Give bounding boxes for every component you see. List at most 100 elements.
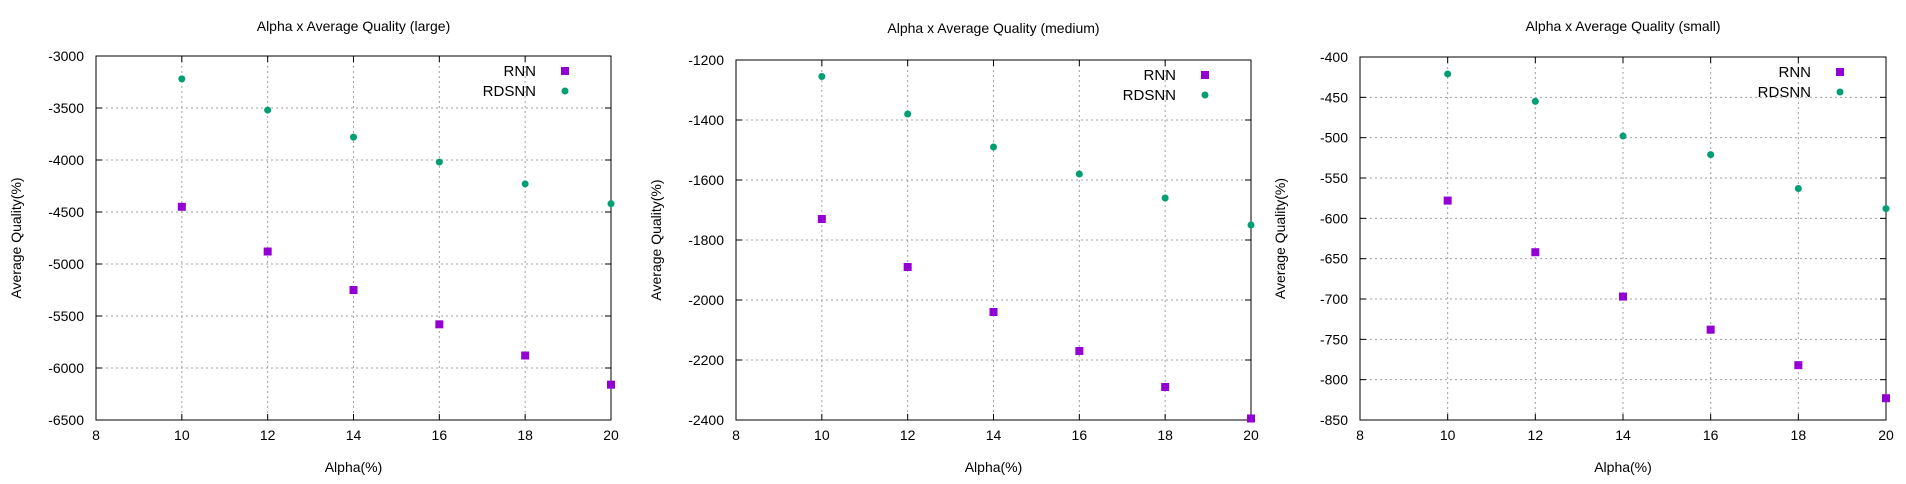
- rnn-point: [177, 202, 186, 211]
- rnn-point: [1619, 292, 1627, 301]
- x-tick-label: 14: [346, 427, 362, 443]
- x-axis-label: Alpha(%): [1594, 459, 1652, 475]
- legend-marker-rdsnn: [1836, 88, 1844, 96]
- rdsnn-point: [990, 143, 997, 151]
- x-tick-label: 20: [603, 427, 619, 443]
- y-axis-label: Average Quality(%): [1272, 178, 1288, 299]
- x-tick-label: 18: [1157, 427, 1173, 443]
- chart-title: Alpha x Average Quality (small): [1525, 18, 1720, 34]
- rnn-point: [903, 263, 912, 271]
- x-tick-label: 8: [732, 427, 740, 443]
- y-axis-label: Average Quality(%): [648, 179, 664, 300]
- y-tick-label: -4000: [48, 152, 84, 168]
- rnn-point: [349, 286, 358, 294]
- y-tick-label: -4500: [48, 204, 84, 220]
- rdsnn-point: [818, 73, 826, 80]
- y-tick-label: -450: [1320, 89, 1348, 105]
- x-tick-label: 18: [1791, 427, 1807, 443]
- x-tick-label: 20: [1243, 427, 1259, 443]
- rnn-point: [1531, 248, 1540, 257]
- rnn-point: [1882, 394, 1890, 403]
- rdsnn-point: [350, 133, 357, 141]
- chart-title: Alpha x Average Quality (large): [257, 18, 451, 34]
- y-tick-label: -2400: [688, 412, 724, 428]
- y-tick-label: -5500: [48, 308, 84, 324]
- y-tick-label: -2200: [688, 352, 724, 368]
- legend-label: RDSNN: [1123, 87, 1176, 104]
- x-tick-label: 14: [986, 427, 1002, 443]
- x-tick-label: 10: [814, 427, 830, 443]
- rnn-point: [1706, 325, 1715, 334]
- y-tick-label: -650: [1320, 251, 1348, 267]
- y-tick-label: -1200: [688, 52, 724, 68]
- rdsnn-point: [1531, 97, 1539, 105]
- legend-label: RNN: [1779, 64, 1812, 81]
- y-tick-label: -400: [1320, 49, 1348, 65]
- y-tick-label: -2000: [688, 292, 724, 308]
- y-tick-label: -5000: [48, 256, 84, 272]
- rnn-point: [1247, 414, 1255, 423]
- y-tick-label: -6500: [48, 412, 84, 428]
- legend-label: RDSNN: [1758, 84, 1811, 101]
- y-tick-label: -6000: [48, 360, 84, 376]
- y-tick-label: -700: [1320, 291, 1348, 307]
- legend-marker-rnn: [561, 67, 569, 75]
- legend-label: RDSNN: [483, 83, 536, 100]
- x-tick-label: 12: [900, 427, 916, 443]
- rdsnn-point: [1161, 194, 1169, 202]
- rdsnn-point: [1882, 205, 1890, 213]
- y-tick-label: -850: [1320, 412, 1348, 428]
- legend-marker-rnn: [1836, 68, 1844, 76]
- y-tick-label: -550: [1320, 170, 1348, 186]
- legend-label: RNN: [1144, 67, 1177, 84]
- y-axis-label: Average Quality(%): [8, 177, 24, 298]
- legend-marker-rdsnn: [561, 87, 569, 95]
- chart-panel-3: Alpha x Average Quality (small) 8 10 12 14 16…: [1272, 18, 1894, 475]
- y-tick-label: -1400: [688, 112, 724, 128]
- legend-marker-rdsnn: [1201, 91, 1209, 99]
- chart-panel-1: Alpha x Average Quality (large) 8 10 12 14 16…: [8, 18, 619, 475]
- x-tick-label: 10: [174, 427, 190, 443]
- y-tick-label: -1800: [688, 232, 724, 248]
- chart-panel-2: Alpha x Average Quality (medium) 8 10 12 14 1…: [648, 20, 1259, 475]
- y-tick-label: -3000: [48, 48, 84, 64]
- rdsnn-point: [1444, 70, 1452, 78]
- y-tick-label: -1600: [688, 172, 724, 188]
- y-tick-label: -750: [1320, 331, 1348, 347]
- legend-label: RNN: [504, 63, 537, 80]
- x-axis-label: Alpha(%): [965, 459, 1023, 475]
- x-tick-label: 16: [1072, 427, 1088, 443]
- rdsnn-point: [435, 158, 443, 166]
- x-tick-label: 20: [1878, 427, 1894, 443]
- x-tick-label: 12: [260, 427, 276, 443]
- x-axis-label: Alpha(%): [325, 459, 383, 475]
- x-tick-label: 16: [432, 427, 448, 443]
- x-tick-label: 8: [1356, 427, 1364, 443]
- rdsnn-point: [607, 200, 615, 208]
- rdsnn-point: [904, 110, 912, 118]
- rdsnn-point: [178, 75, 186, 83]
- x-tick-label: 12: [1528, 427, 1544, 443]
- rnn-point: [1161, 383, 1170, 391]
- x-tick-label: 18: [517, 427, 533, 443]
- rdsnn-point: [1707, 151, 1715, 159]
- chart-title: Alpha x Average Quality (medium): [887, 20, 1099, 36]
- rdsnn-point: [1075, 170, 1083, 178]
- rdsnn-point: [521, 180, 529, 188]
- rnn-point: [817, 215, 826, 223]
- rnn-point: [1443, 196, 1452, 205]
- rnn-point: [1794, 361, 1803, 370]
- rdsnn-point: [1794, 184, 1802, 192]
- rnn-point: [521, 351, 530, 360]
- x-tick-label: 10: [1440, 427, 1456, 443]
- y-tick-label: -800: [1320, 372, 1348, 388]
- legend-marker-rnn: [1201, 71, 1209, 79]
- rdsnn-point: [264, 106, 272, 114]
- rnn-point: [435, 320, 444, 329]
- rnn-point: [989, 308, 998, 316]
- rnn-point: [263, 247, 272, 256]
- y-tick-label: -600: [1320, 210, 1348, 226]
- x-tick-label: 14: [1615, 427, 1631, 443]
